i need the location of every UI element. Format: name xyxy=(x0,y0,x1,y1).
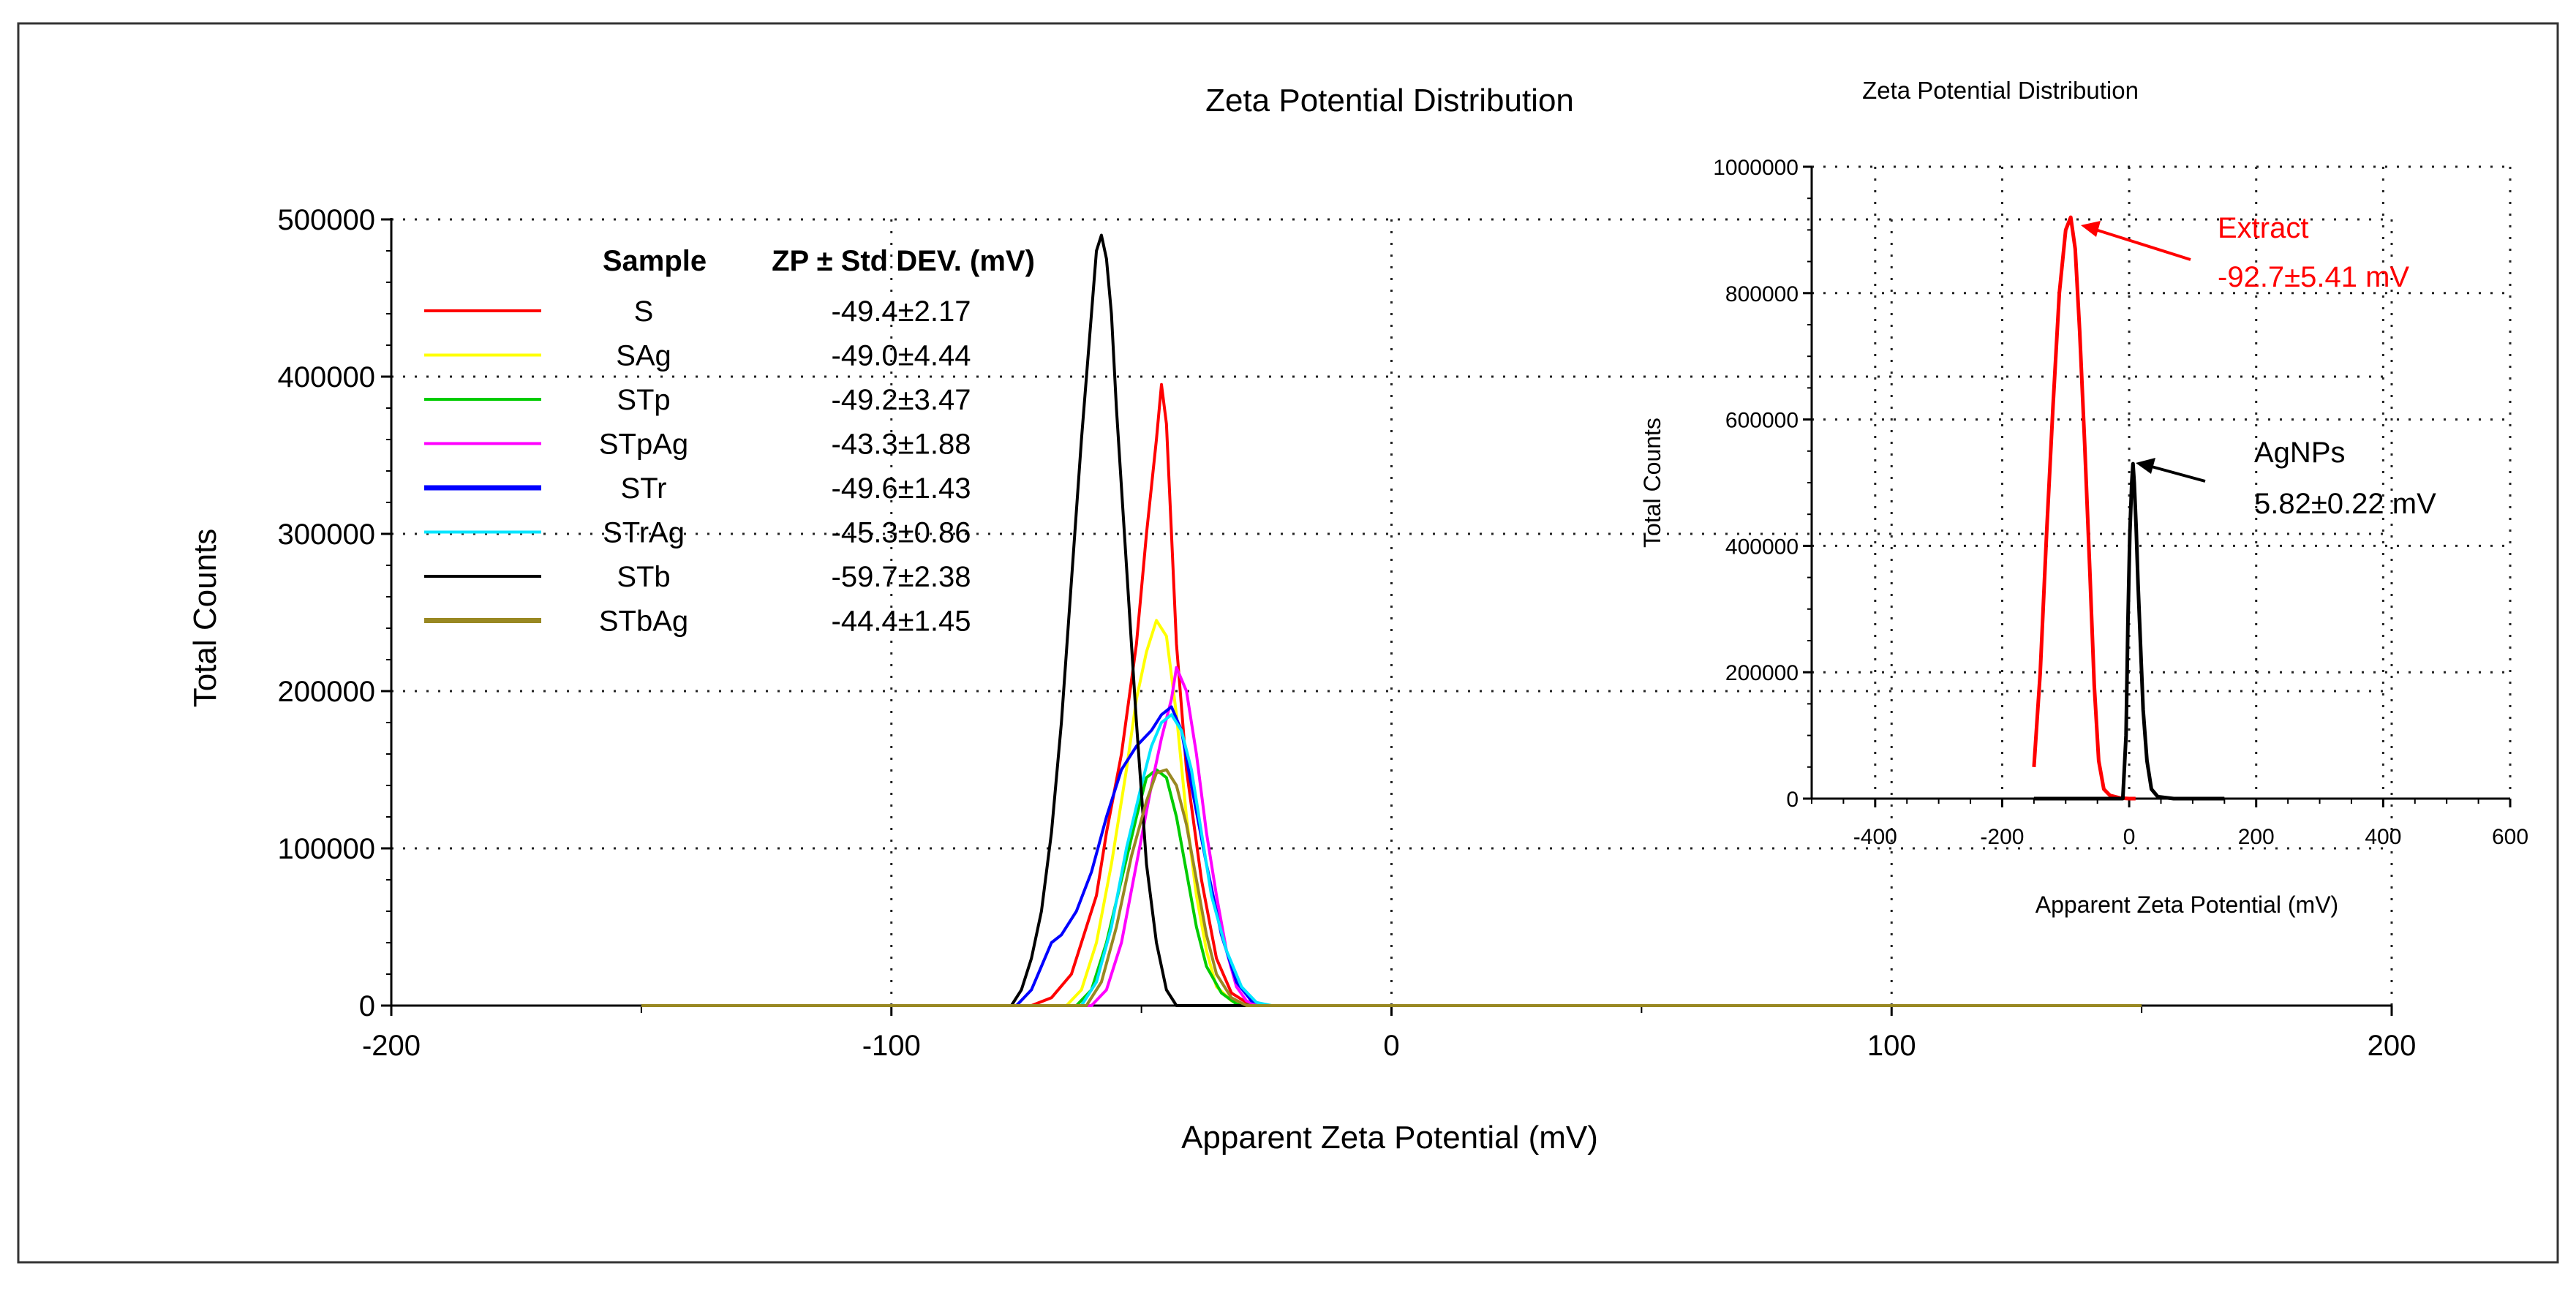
extract-annotation-value: -92.7±5.41 mV xyxy=(2218,261,2409,293)
main-series xyxy=(641,233,2142,1007)
legend-header-zp: ZP ± Std DEV. (mV) xyxy=(772,245,1035,277)
agnps-annotation-arrow xyxy=(2148,464,2206,483)
series-line-STrAg xyxy=(641,713,2142,1007)
inset-series-line-Extract xyxy=(2032,215,2136,801)
agnps-annotation-value: 5.82±0.22 mV xyxy=(2254,488,2436,520)
inset-y-tick-label: 800000 xyxy=(1725,282,1799,306)
main-y-tick-label: 200000 xyxy=(278,676,375,708)
inset-x-tick-label: 600 xyxy=(2492,825,2528,849)
extract-annotation-arrow xyxy=(2093,227,2191,261)
legend-zp-SAg: -49.0±4.44 xyxy=(832,340,971,372)
legend-name-STp: STp xyxy=(617,384,670,416)
series-line-S xyxy=(641,382,2142,1007)
main-y-tick-label: 500000 xyxy=(278,204,375,236)
legend-zp-STbAg: -44.4±1.45 xyxy=(832,606,971,638)
inset-series-line-AgNPs xyxy=(2033,461,2225,801)
inset-series xyxy=(2032,215,2225,801)
extract-annotation-label: Extract xyxy=(2218,212,2308,244)
main-y-tick-label: 100000 xyxy=(278,833,375,865)
legend-zp-S: -49.4±2.17 xyxy=(832,295,971,328)
legend-entries: S -49.4±2.17 SAg -49.0±4.44 STp -49.2±3.47 STp… xyxy=(424,295,971,638)
agnps-annotation-label: AgNPs xyxy=(2254,437,2346,469)
inset-y-tick-label: 600000 xyxy=(1725,409,1799,433)
legend-name-STb: STb xyxy=(617,561,670,593)
inset-grid xyxy=(1812,165,2512,799)
legend-zp-STb: -59.7±2.38 xyxy=(832,561,971,593)
inset-chart: Zeta Potential Distribution 0 200000 40000… xyxy=(1639,77,2528,918)
legend-zp-STpAg: -43.3±1.88 xyxy=(832,429,971,461)
main-y-tick-label: 0 xyxy=(359,990,375,1022)
series-line-STb xyxy=(641,233,2142,1007)
legend-zp-STrAg: -45.3±0.86 xyxy=(832,517,971,549)
inset-x-tick-label: 200 xyxy=(2238,825,2275,849)
series-line-STpAg xyxy=(641,666,2142,1007)
inset-title: Zeta Potential Distribution xyxy=(1862,77,2139,104)
inset-x-tick-label: -200 xyxy=(1980,825,2024,849)
legend-name-STrAg: STrAg xyxy=(603,517,685,549)
main-x-tick-label: -100 xyxy=(862,1030,921,1062)
main-x-tick-label: -200 xyxy=(362,1030,421,1062)
inset-y-tick-label: 1000000 xyxy=(1713,156,1799,180)
legend-name-STpAg: STpAg xyxy=(599,429,688,461)
main-chart: Zeta Potential Distribution 010000020000… xyxy=(187,83,2416,1156)
series-line-STbAg xyxy=(641,768,2142,1007)
legend-name-STbAg: STbAg xyxy=(599,606,688,638)
main-y-tick-label: 300000 xyxy=(278,519,375,551)
main-title: Zeta Potential Distribution xyxy=(1205,83,1574,118)
inset-y-tick-label: 400000 xyxy=(1725,535,1799,559)
legend-name-SAg: SAg xyxy=(616,340,671,372)
legend-name-S: S xyxy=(634,295,654,328)
legend-name-STr: STr xyxy=(621,472,667,505)
inset-y-axis-label: Total Counts xyxy=(1639,418,1665,548)
main-x-tick-label: 0 xyxy=(1383,1030,1399,1062)
series-line-STr xyxy=(641,705,2142,1007)
inset-x-tick-label: 400 xyxy=(2365,825,2401,849)
inset-x-tick-label: 0 xyxy=(2123,825,2136,849)
inset-annotations: Extract -92.7±5.41 mV AgNPs 5.82±0.22 mV xyxy=(2081,212,2436,520)
main-legend: Sample ZP ± Std DEV. (mV) S -49.4±2.17 SAg… xyxy=(424,245,1035,638)
main-x-axis-label: Apparent Zeta Potential (mV) xyxy=(1181,1120,1598,1156)
legend-header-sample: Sample xyxy=(603,245,707,277)
main-y-tick-label: 400000 xyxy=(278,361,375,393)
series-line-SAg xyxy=(641,619,2142,1007)
inset-y-tick-label: 200000 xyxy=(1725,661,1799,685)
extract-annotation-arrowhead xyxy=(2081,221,2101,237)
main-x-tick-label: 200 xyxy=(2368,1030,2417,1062)
legend-zp-STr: -49.6±1.43 xyxy=(832,472,971,505)
main-x-tick-label: 100 xyxy=(1867,1030,1916,1062)
main-ticks: 0 100000 200000 300000 400000 500000 -200 -100 0… xyxy=(278,204,2417,1062)
legend-zp-STp: -49.2±3.47 xyxy=(832,384,971,416)
figure-frame xyxy=(17,22,2559,1264)
inset-x-axis-label: Apparent Zeta Potential (mV) xyxy=(2035,891,2338,918)
inset-x-tick-label: -400 xyxy=(1853,825,1897,849)
inset-y-tick-label: 0 xyxy=(1786,788,1799,812)
agnps-annotation-arrowhead xyxy=(2136,458,2155,474)
main-y-axis-label: Total Counts xyxy=(187,529,223,708)
